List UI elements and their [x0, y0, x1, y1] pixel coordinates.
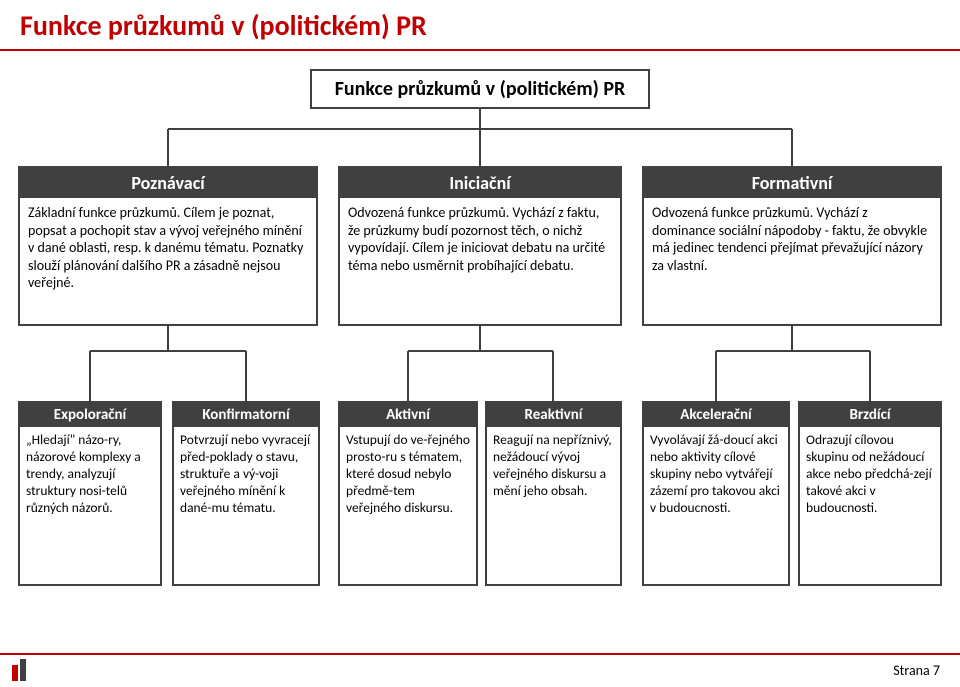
- sub-label: Akcelerační: [644, 403, 788, 427]
- sub-label: Reaktivní: [487, 403, 620, 427]
- sub-node: Akcelerační Vyvolávají žá-doucí akci neb…: [642, 401, 790, 586]
- sub-node: Konfirmatorní Potvrzují nebo vyvracejí p…: [172, 401, 320, 586]
- slide-title: Funkce průzkumů v (politickém) PR: [0, 0, 960, 51]
- slide: Funkce průzkumů v (politickém) PR Funkce…: [0, 0, 960, 687]
- mid-desc: Základní funkce průzkumů. Cílem je pozna…: [20, 198, 316, 298]
- mid-desc: Odvozená funkce průzkumů. Vychází z fakt…: [340, 198, 620, 280]
- sub-desc: Odrazují cílovou skupinu od nežádoucí ak…: [800, 427, 940, 521]
- mid-label: Formativní: [644, 168, 940, 198]
- sub-desc: Vyvolávají žá-doucí akci nebo aktivity c…: [644, 427, 788, 521]
- mid-node-poznavaci: Poznávací Základní funkce průzkumů. Cíle…: [18, 166, 318, 326]
- sub-node: Aktivní Vstupují do ve-řejného prosto-ru…: [338, 401, 478, 586]
- sub-label: Aktivní: [340, 403, 476, 427]
- mid-label: Iniciační: [340, 168, 620, 198]
- sub-node: Reaktivní Reagují na nepříznivý, nežádou…: [485, 401, 622, 586]
- sub-node: Expolorační „Hledají" názo-ry, názorové …: [18, 401, 162, 586]
- sub-desc: Reagují na nepříznivý, nežádoucí vývoj v…: [487, 427, 620, 505]
- page-number: Strana 7: [893, 662, 940, 679]
- sub-label: Expolorační: [20, 403, 160, 427]
- mid-node-formativni: Formativní Odvozená funkce průzkumů. Vyc…: [642, 166, 942, 326]
- sub-desc: Vstupují do ve-řejného prosto-ru s témat…: [340, 427, 476, 521]
- diagram-area: Funkce průzkumů v (politickém) PR Poznáv…: [0, 51, 960, 641]
- sub-label: Konfirmatorní: [174, 403, 318, 427]
- footer: Strana 7: [0, 653, 960, 687]
- sub-desc: „Hledají" názo-ry, názorové komplexy a t…: [20, 427, 160, 521]
- root-label: Funkce průzkumů v (politickém) PR: [312, 71, 648, 107]
- sub-label: Brzdící: [800, 403, 940, 427]
- mid-node-iniciacni: Iniciační Odvozená funkce průzkumů. Vych…: [338, 166, 622, 326]
- root-node: Funkce průzkumů v (politickém) PR: [310, 69, 650, 109]
- mid-desc: Odvozená funkce průzkumů. Vychází z domi…: [644, 198, 940, 280]
- logo-icon: [12, 659, 28, 681]
- sub-desc: Potvrzují nebo vyvracejí před-poklady o …: [174, 427, 318, 521]
- sub-node: Brzdící Odrazují cílovou skupinu od nežá…: [798, 401, 942, 586]
- mid-label: Poznávací: [20, 168, 316, 198]
